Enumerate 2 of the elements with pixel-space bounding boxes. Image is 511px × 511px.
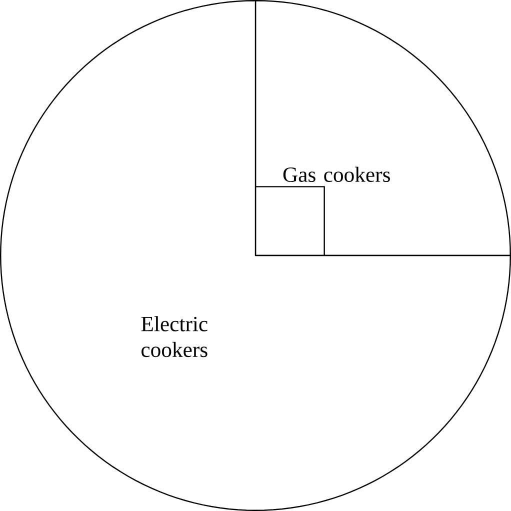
slice-label: Electric cookers <box>141 316 208 358</box>
slice-label: Gas cookers <box>283 166 390 182</box>
